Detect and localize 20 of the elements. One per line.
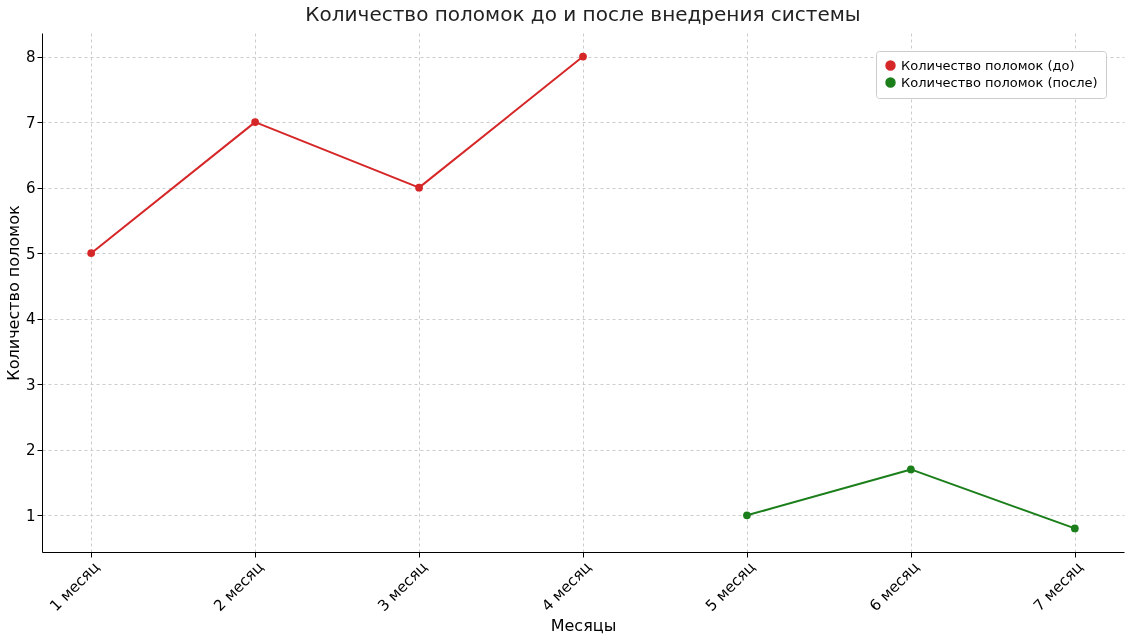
y-tick-label: 2 [25, 441, 36, 460]
y-tick-label: 3 [25, 375, 36, 394]
y-tick-label: 5 [25, 244, 36, 263]
y-tick-label: 8 [25, 48, 36, 67]
point [1070, 524, 1079, 533]
point [579, 52, 587, 61]
y-tick-label: 1 [25, 506, 36, 525]
y-tick-label: 6 [25, 179, 36, 198]
legend-label: Количество поломок (до) [901, 57, 1075, 73]
chart-title: Количество поломок до и после внедрения системы [305, 2, 861, 26]
point [743, 511, 751, 520]
x-axis-title: Месяцы [550, 616, 617, 636]
y-tick-label: 7 [25, 113, 36, 132]
point [87, 249, 96, 258]
legend-label: Количество поломок (после) [901, 74, 1098, 90]
point [415, 183, 423, 192]
point [907, 465, 915, 474]
point [251, 118, 259, 126]
y-tick-label: 4 [25, 310, 36, 329]
y-axis-title: Количество поломок [3, 205, 23, 381]
